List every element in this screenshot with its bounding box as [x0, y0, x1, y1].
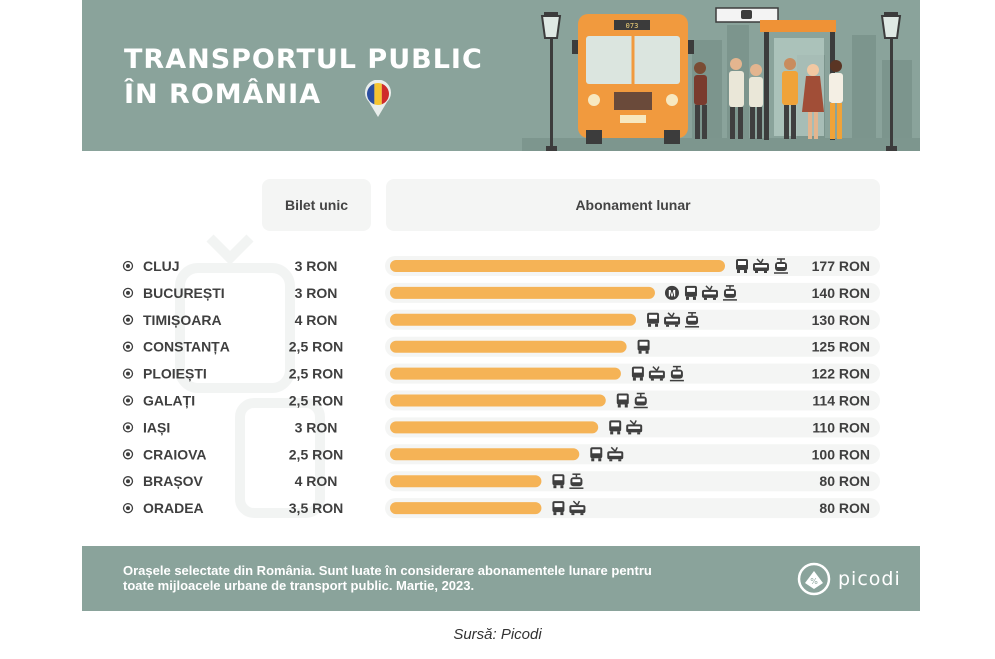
value-label: 122 RON — [812, 366, 870, 382]
bus-stop-illustration: 073 — [522, 7, 920, 151]
svg-text:M: M — [668, 288, 676, 298]
bar — [390, 448, 580, 461]
city-label: CLUJ — [143, 258, 180, 274]
tram-icon — [774, 258, 788, 274]
metro-icon: M — [664, 285, 679, 300]
trolleybus-icon — [569, 500, 586, 516]
bus-number: 073 — [626, 22, 639, 30]
bar — [390, 260, 725, 272]
trolleybus-icon — [753, 258, 769, 273]
bar — [390, 340, 627, 353]
single-ticket-price: 3 RON — [295, 419, 338, 435]
street-lamp-icon — [880, 12, 902, 151]
bullet-icon — [122, 341, 134, 352]
bus-icon — [684, 285, 697, 300]
bus-icon — [736, 259, 748, 273]
tram-icon — [569, 473, 584, 489]
bus-icon — [552, 501, 565, 516]
bar — [390, 313, 637, 326]
city-label: TIMIȘOARA — [143, 312, 222, 328]
bullet-icon — [122, 260, 134, 272]
transport-watermark-icon — [175, 234, 325, 518]
bar — [390, 394, 606, 407]
bullet-icon — [122, 368, 134, 379]
people-illustration — [694, 58, 843, 139]
city-label: CONSTANȚA — [143, 339, 230, 355]
header-banner: TRANSPORTUL PUBLIC ÎN ROMÂNIA — [82, 0, 920, 151]
footer-banner: Orașele selectate din România. Sunt luat… — [82, 546, 920, 611]
bus-illustration: 073 — [572, 14, 694, 144]
picodi-logo-icon: % — [797, 562, 831, 596]
single-ticket-price: 4 RON — [295, 473, 338, 489]
source-caption: Sursă: Picodi — [453, 626, 542, 643]
tram-icon — [669, 365, 684, 382]
single-ticket-price: 3 RON — [295, 285, 338, 301]
footer-note: Orașele selectate din România. Sunt luat… — [123, 563, 652, 593]
tram-icon — [722, 285, 737, 301]
trolleybus-icon — [626, 419, 643, 435]
city-label: BRAȘOV — [143, 473, 204, 489]
value-label: 130 RON — [812, 312, 870, 328]
trolleybus-icon — [648, 366, 665, 381]
single-ticket-price: 2,5 RON — [289, 393, 343, 409]
value-label: 80 RON — [819, 500, 870, 516]
bar — [390, 367, 621, 380]
single-ticket-price: 2,5 RON — [289, 366, 343, 382]
city-label: IAȘI — [143, 419, 170, 435]
value-label: 125 RON — [812, 339, 870, 355]
bus-icon — [637, 339, 650, 354]
column-header-monthly-pass: Abonament lunar — [386, 179, 880, 231]
value-label: 100 RON — [812, 446, 870, 462]
svg-text:%: % — [810, 577, 818, 586]
column-header-single-ticket: Bilet unic — [262, 179, 371, 231]
bullet-icon — [122, 476, 134, 487]
single-ticket-price: 3 RON — [295, 258, 338, 274]
city-label: CRAIOVA — [143, 446, 207, 462]
bullet-icon — [122, 449, 134, 460]
romania-flag-pin-icon — [365, 80, 391, 117]
single-ticket-price: 4 RON — [295, 312, 338, 328]
bus-icon — [609, 420, 622, 435]
city-label: GALAȚI — [143, 393, 195, 409]
picodi-logo: % picodi — [796, 562, 901, 596]
bus-icon — [590, 447, 603, 462]
trolleybus-icon — [664, 312, 681, 327]
title-line-1: TRANSPORTUL PUBLIC — [124, 44, 483, 75]
picodi-logo-text: picodi — [838, 568, 901, 590]
single-ticket-price: 2,5 RON — [289, 446, 343, 462]
bus-icon — [647, 312, 660, 327]
street-lamp-icon — [540, 12, 562, 151]
bullet-icon — [122, 287, 134, 299]
value-label: 140 RON — [812, 285, 870, 301]
bullet-icon — [122, 422, 134, 433]
bullet-icon — [122, 502, 134, 514]
page-title: TRANSPORTUL PUBLIC ÎN ROMÂNIA — [124, 42, 483, 112]
value-label: 110 RON — [812, 419, 870, 435]
bar — [390, 475, 542, 488]
value-label: 177 RON — [812, 258, 870, 274]
bus-icon — [552, 474, 565, 489]
bar — [390, 502, 542, 515]
bullet-icon — [122, 314, 134, 325]
city-label: ORADEA — [143, 500, 204, 516]
bus-icon — [616, 393, 629, 408]
value-label: 114 RON — [812, 393, 870, 409]
trolleybus-icon — [607, 446, 624, 462]
trolleybus-icon — [701, 285, 718, 300]
city-label: PLOIEȘTI — [143, 366, 207, 382]
bar — [390, 286, 655, 299]
tram-icon — [685, 312, 700, 328]
title-line-2: ÎN ROMÂNIA — [124, 79, 322, 110]
single-ticket-price: 3,5 RON — [289, 500, 343, 516]
tram-icon — [633, 392, 648, 409]
single-ticket-price: 2,5 RON — [289, 339, 343, 355]
value-label: 80 RON — [819, 473, 870, 489]
bullet-icon — [122, 395, 134, 406]
city-label: BUCUREȘTI — [143, 285, 225, 301]
bar — [390, 421, 599, 434]
bus-icon — [631, 366, 644, 381]
